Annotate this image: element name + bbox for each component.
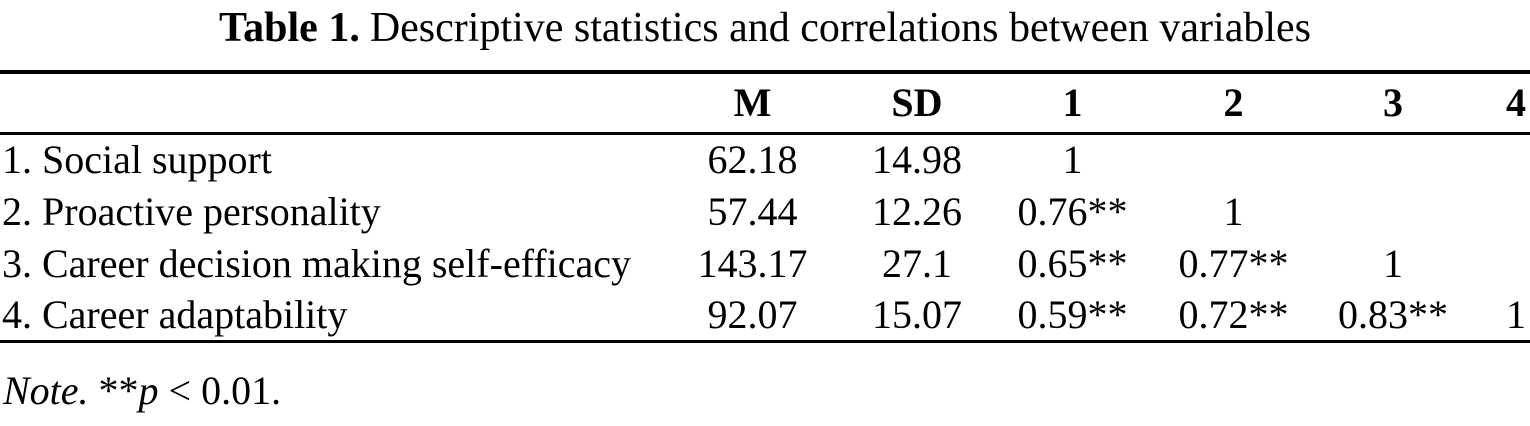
- column-header-m: M: [665, 72, 840, 135]
- column-header-variable: [0, 72, 665, 135]
- note-threshold: < 0.01.: [158, 367, 282, 413]
- cell-sd: 12.26: [872, 188, 962, 234]
- column-header-4: 4: [1470, 72, 1530, 135]
- table-row-proactive-personality: 2. Proactive personality 57.44 12.26 0.7…: [0, 185, 1530, 237]
- cell-corr-2: 0.72**: [1178, 291, 1289, 337]
- table-row-career-decision-self-efficacy: 3. Career decision making self-efficacy …: [0, 237, 1530, 289]
- note-label: Note.: [3, 367, 89, 413]
- cell-corr-1: 0.76**: [1017, 188, 1128, 234]
- cell-corr-4: [1470, 237, 1530, 289]
- table-title: Table 1. Descriptive statistics and corre…: [0, 0, 1530, 70]
- table-caption: Descriptive statistics and correlations …: [369, 5, 1311, 51]
- column-header-2: 2: [1151, 72, 1316, 135]
- column-header-sd: SD: [840, 72, 994, 135]
- row-label: 3. Career decision making self-efficacy: [2, 240, 631, 286]
- cell-corr-3: [1316, 185, 1470, 237]
- table-row-social-support: 1. Social support 62.18 14.98 1: [0, 133, 1530, 185]
- cell-corr-1: 0.65**: [1017, 240, 1128, 286]
- row-label: 1. Social support: [2, 137, 272, 183]
- cell-mean: 92.07: [707, 291, 798, 337]
- cell-corr-2: [1151, 133, 1316, 185]
- cell-mean: 143.17: [697, 240, 808, 286]
- note-p-symbol: p: [138, 367, 159, 413]
- table-row-career-adaptability: 4. Career adaptability 92.07 15.07 0.59*…: [0, 289, 1530, 341]
- cell-corr-2: 1: [1223, 188, 1244, 234]
- statistics-table: M SD 1 2 3 4 1. Social support 62.18 14.…: [0, 70, 1530, 343]
- header-row: M SD 1 2 3 4: [0, 72, 1530, 135]
- cell-corr-4: [1470, 185, 1530, 237]
- cell-corr-4: [1470, 133, 1530, 185]
- row-label: 4. Career adaptability: [2, 291, 348, 337]
- cell-mean: 57.44: [707, 188, 798, 234]
- cell-corr-3: 1: [1383, 240, 1403, 286]
- column-header-1: 1: [994, 72, 1151, 135]
- cell-sd: 14.98: [872, 137, 962, 183]
- note-asterisks: **: [98, 367, 139, 413]
- table-note: Note. **p < 0.01.: [0, 367, 1530, 414]
- cell-sd: 15.07: [872, 291, 962, 337]
- cell-corr-3: [1316, 133, 1470, 185]
- column-header-3: 3: [1316, 72, 1470, 135]
- cell-corr-1: 1: [1062, 137, 1083, 183]
- cell-corr-1: 0.59**: [1017, 291, 1128, 337]
- cell-corr-3: 0.83**: [1338, 291, 1448, 337]
- cell-corr-4: 1: [1506, 291, 1526, 337]
- table-number: Table 1.: [219, 5, 360, 51]
- row-label: 2. Proactive personality: [2, 188, 381, 234]
- cell-sd: 27.1: [882, 240, 952, 286]
- cell-mean: 62.18: [707, 137, 798, 183]
- cell-corr-2: 0.77**: [1178, 240, 1289, 286]
